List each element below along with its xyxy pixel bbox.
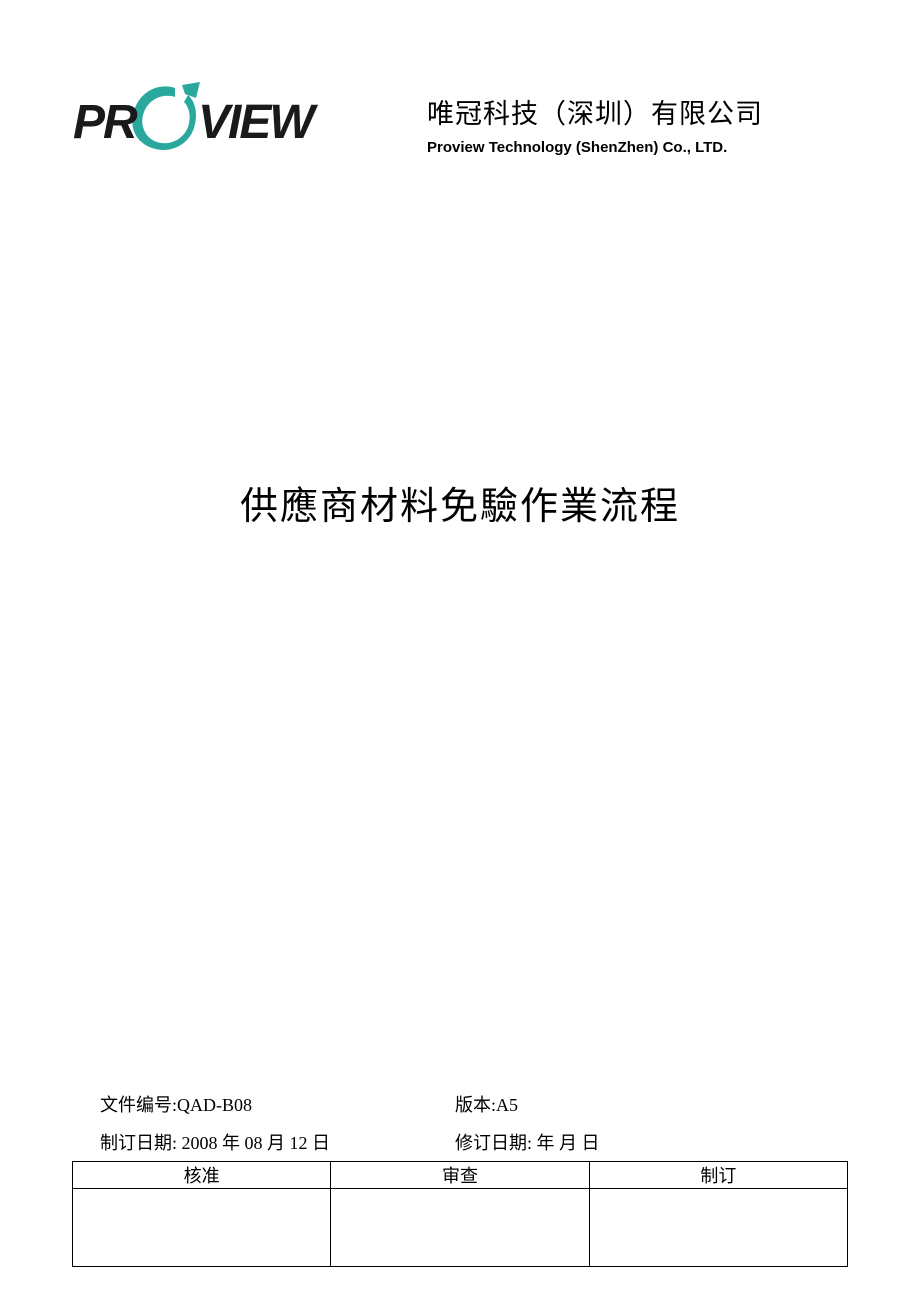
version-value: A5 xyxy=(496,1095,518,1115)
draft-cell xyxy=(589,1189,847,1267)
document-title: 供應商材料免驗作業流程 xyxy=(70,475,850,530)
version-label: 版本: xyxy=(455,1095,496,1115)
revision-date-label: 修订日期: xyxy=(455,1133,532,1153)
draft-header: 制订 xyxy=(589,1162,847,1189)
signature-table: 核准 审查 制订 xyxy=(72,1161,848,1267)
company-name-en: Proview Technology (ShenZhen) Co., LTD. xyxy=(427,139,763,156)
document-metadata: 文件编号:QAD-B08 版本:A5 制订日期: 2008 年 08 月 12 … xyxy=(100,1091,850,1167)
doc-no-value: QAD-B08 xyxy=(177,1095,252,1115)
doc-number: 文件编号:QAD-B08 xyxy=(100,1091,455,1117)
approve-header: 核准 xyxy=(73,1162,331,1189)
header: PR VIEW 唯冠科技（深圳）有限公司 Proview Technology … xyxy=(70,80,850,165)
document-page: PR VIEW 唯冠科技（深圳）有限公司 Proview Technology … xyxy=(0,0,920,1302)
revision-date: 修订日期: 年 月 日 xyxy=(455,1129,850,1155)
svg-text:PR: PR xyxy=(73,96,138,149)
review-header: 审查 xyxy=(331,1162,589,1189)
signature-header-row: 核准 审查 制订 xyxy=(73,1162,848,1189)
signature-body-row xyxy=(73,1189,848,1267)
creation-date-value: 2008 年 08 月 12 日 xyxy=(177,1133,330,1153)
svg-text:VIEW: VIEW xyxy=(198,96,318,149)
doc-version: 版本:A5 xyxy=(455,1091,850,1117)
company-name-cn: 唯冠科技（深圳）有限公司 xyxy=(427,92,763,131)
doc-info-row-2: 制订日期: 2008 年 08 月 12 日 修订日期: 年 月 日 xyxy=(100,1129,850,1155)
creation-date-label: 制订日期: xyxy=(100,1133,177,1153)
creation-date: 制订日期: 2008 年 08 月 12 日 xyxy=(100,1129,455,1155)
proview-logo: PR VIEW xyxy=(70,80,415,165)
approve-cell xyxy=(73,1189,331,1267)
doc-info-row-1: 文件编号:QAD-B08 版本:A5 xyxy=(100,1091,850,1117)
company-info: 唯冠科技（深圳）有限公司 Proview Technology (ShenZhe… xyxy=(427,80,763,156)
revision-date-value: 年 月 日 xyxy=(532,1133,600,1153)
doc-no-label: 文件编号: xyxy=(100,1095,177,1115)
review-cell xyxy=(331,1189,589,1267)
